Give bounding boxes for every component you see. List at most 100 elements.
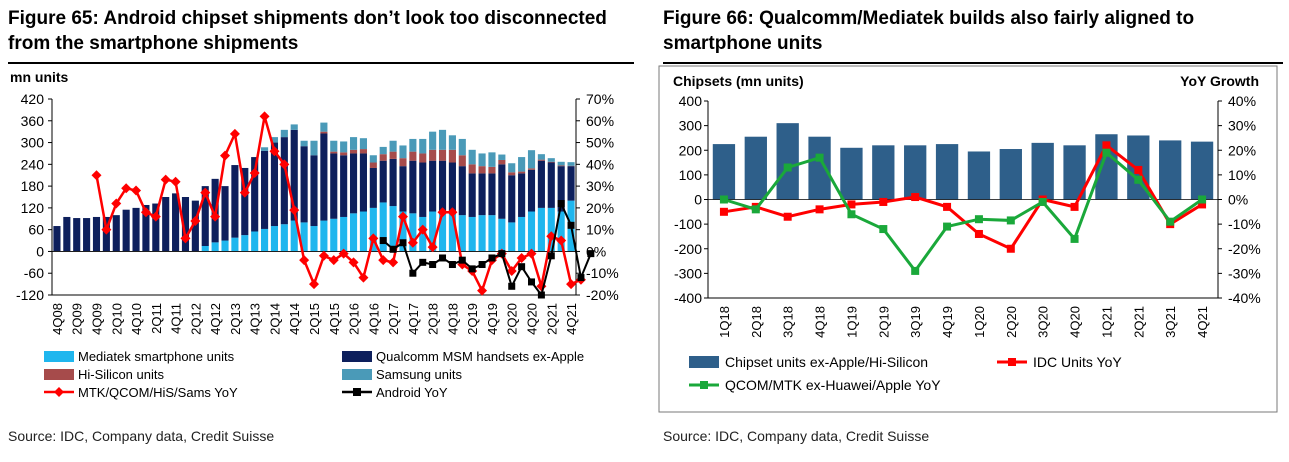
bar-segment: [419, 162, 427, 217]
bar-segment: [557, 211, 565, 252]
data-point: [587, 250, 595, 258]
figure-65-panel: Figure 65: Android chipset shipments don…: [0, 0, 640, 462]
bar-segment: [468, 164, 476, 174]
y2-tick-label: 10%: [1228, 167, 1256, 183]
bar-segment: [478, 153, 486, 167]
data-point: [557, 200, 565, 208]
bar-segment: [399, 211, 407, 252]
figure-65-title: Figure 65: Android chipset shipments don…: [8, 8, 607, 54]
x-tick-label: 2Q21: [1131, 306, 1146, 338]
bar-segment: [399, 145, 407, 159]
data-point: [229, 128, 240, 139]
bar-segment: [112, 215, 120, 252]
legend-swatch: [689, 356, 719, 368]
bar-segment: [349, 137, 358, 150]
data-point: [719, 207, 728, 216]
bar-segment: [320, 131, 328, 134]
data-point: [526, 248, 537, 259]
bar-segment: [290, 124, 298, 130]
bar-segment: [419, 138, 427, 154]
x-tick-label: 2Q09: [70, 303, 85, 335]
bar-segment: [518, 171, 526, 174]
data-point: [879, 225, 888, 234]
bar: [1031, 142, 1054, 200]
y2-tick-label: 70%: [586, 91, 614, 107]
title-rule: [8, 62, 634, 64]
y-axis-title: mn units: [10, 69, 69, 85]
bar-segment: [261, 150, 269, 229]
data-point: [101, 224, 112, 235]
bar-segment: [458, 166, 466, 216]
y-tick-label: 420: [21, 91, 45, 107]
data-point: [488, 254, 496, 262]
x-tick-label: 4Q12: [208, 303, 223, 335]
data-point: [537, 291, 545, 299]
bar-segment: [438, 129, 447, 150]
y-tick-label: 200: [679, 142, 703, 158]
series-line: [723, 150, 1203, 274]
legend-swatch: [342, 351, 372, 362]
data-point: [309, 279, 319, 290]
bar-segment: [320, 133, 328, 221]
x-tick-label: 4Q20: [525, 303, 540, 335]
x-tick-label: 4Q08: [50, 303, 65, 335]
bar: [808, 136, 831, 200]
figure-65-source: Source: IDC, Company data, Credit Suisse: [8, 428, 275, 444]
bar-segment: [320, 122, 328, 132]
bar-segment: [270, 137, 279, 143]
bar: [935, 144, 959, 200]
data-point: [1198, 200, 1207, 209]
bar: [1063, 145, 1086, 200]
x-tick-label: 1Q21: [1099, 306, 1114, 338]
bar-segment: [122, 209, 130, 252]
x-tick-label: 3Q21: [1163, 306, 1178, 338]
legend-swatch: [342, 369, 372, 380]
data-point: [1134, 165, 1143, 174]
bar-segment: [310, 226, 318, 252]
x-tick-label: 3Q18: [781, 306, 796, 338]
bar-segment: [478, 173, 486, 216]
data-point: [1006, 216, 1015, 225]
data-point: [556, 235, 567, 246]
bar-segment: [379, 146, 387, 155]
data-point: [1070, 202, 1079, 211]
bar-segment: [547, 158, 555, 162]
x-tick-label: 2Q20: [505, 303, 520, 335]
bar-segment: [458, 155, 466, 167]
y-tick-label: 100: [679, 167, 703, 183]
bar-segment: [359, 149, 367, 154]
y2-tick-label: -40%: [1228, 290, 1261, 306]
data-point: [751, 205, 760, 214]
bar-segment: [419, 153, 427, 163]
bar-segment: [547, 161, 555, 163]
bar-segment: [557, 166, 565, 212]
bar-segment: [389, 140, 397, 152]
bar-segment: [300, 222, 308, 252]
data-point: [498, 250, 506, 258]
bar-segment: [429, 211, 437, 252]
data-point: [943, 222, 952, 231]
data-point: [577, 274, 585, 282]
bar-segment: [330, 151, 338, 154]
data-point: [427, 242, 438, 253]
y-tick-label: 400: [679, 93, 703, 109]
bar-segment: [231, 237, 239, 252]
data-point: [279, 159, 290, 170]
legend-label: Android YoY: [376, 385, 448, 400]
bar-segment: [340, 216, 348, 252]
legend-marker: [353, 388, 361, 396]
data-point: [518, 263, 526, 271]
legend-label: Mediatek smartphone units: [78, 349, 235, 364]
bar-segment: [399, 158, 407, 167]
data-point: [131, 185, 142, 196]
bar-segment: [201, 186, 209, 246]
data-point: [409, 269, 417, 277]
data-point: [259, 111, 270, 122]
data-point: [943, 202, 952, 211]
data-point: [506, 266, 517, 277]
bar-segment: [330, 140, 338, 152]
data-point: [407, 237, 418, 248]
bar-segment: [280, 137, 288, 225]
bar-segment: [567, 166, 575, 201]
figure-65-chart: mn units 420 360 300 240 180 120 60 0 -60 -120 70% 6…: [10, 69, 619, 400]
